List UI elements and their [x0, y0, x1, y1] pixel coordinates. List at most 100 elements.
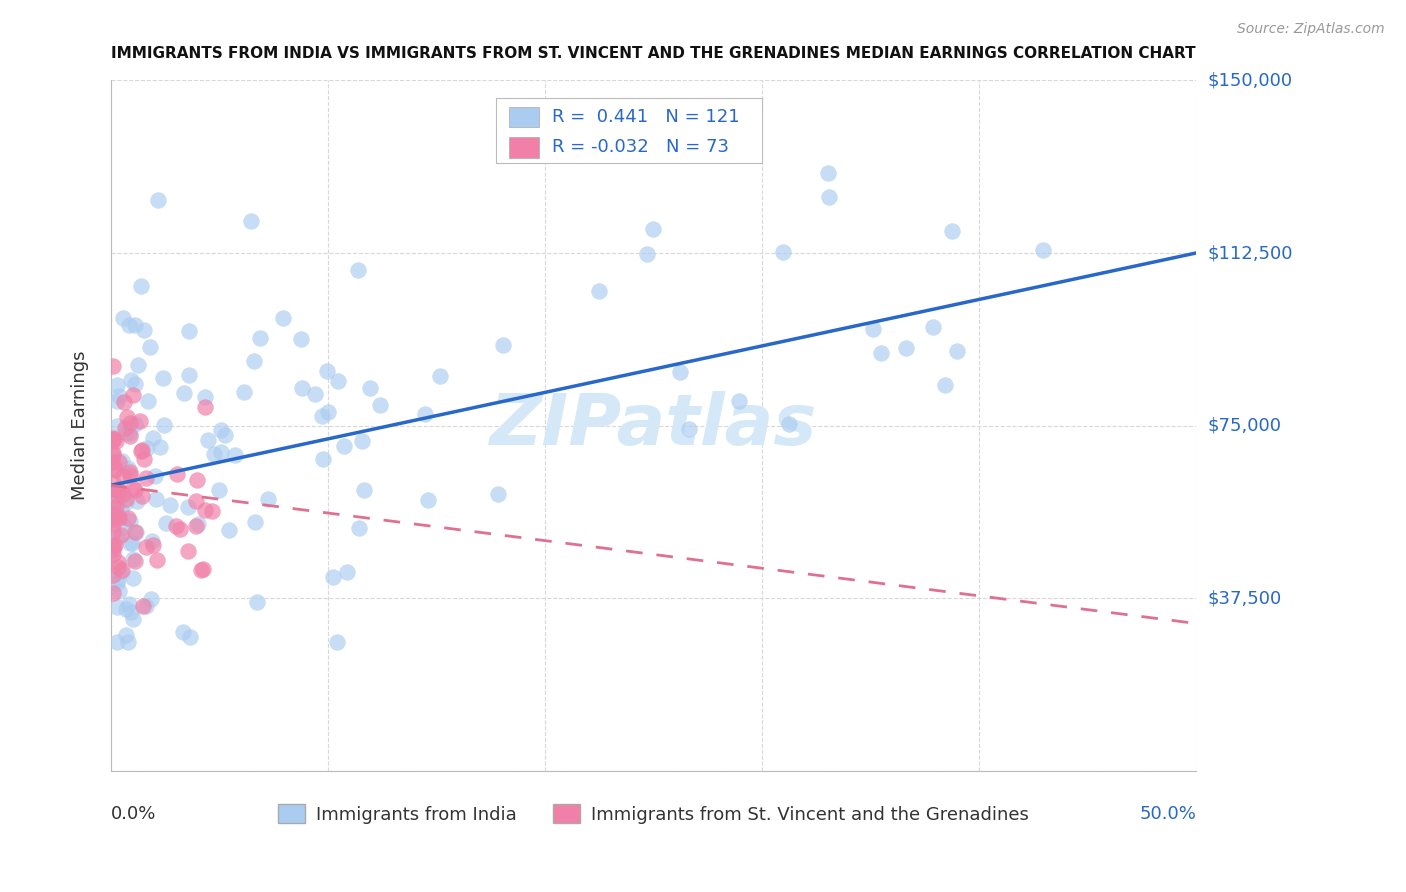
Point	[208, 483, 231, 498]
Point	[359, 381, 381, 395]
Point	[146, 552, 169, 566]
Point	[107, 509, 129, 524]
Point	[145, 492, 167, 507]
Point	[122, 552, 145, 566]
Text: R = -0.032   N = 73: R = -0.032 N = 73	[553, 138, 730, 156]
Point	[105, 635, 128, 649]
Point	[114, 519, 136, 533]
Point	[173, 385, 195, 400]
Point	[105, 531, 128, 545]
Point	[108, 584, 131, 599]
FancyBboxPatch shape	[509, 107, 540, 128]
Point	[136, 393, 159, 408]
Point	[194, 400, 217, 414]
Point	[349, 521, 371, 535]
Point	[249, 331, 271, 345]
Point	[194, 390, 217, 404]
Point	[115, 409, 138, 424]
Point	[101, 524, 124, 539]
Point	[169, 522, 191, 536]
Point	[142, 431, 165, 445]
Point	[101, 431, 124, 445]
Point	[114, 602, 136, 616]
Point	[124, 318, 146, 333]
Point	[636, 246, 658, 260]
Point	[152, 418, 174, 433]
Point	[328, 374, 350, 388]
Point	[115, 491, 138, 506]
Point	[105, 418, 128, 433]
Point	[946, 344, 969, 359]
Point	[347, 263, 370, 277]
Point	[120, 429, 142, 443]
Point	[114, 395, 136, 409]
Point	[101, 433, 124, 447]
Point	[155, 516, 177, 530]
Point	[101, 359, 124, 373]
Point	[817, 166, 839, 180]
Point	[105, 495, 128, 509]
Point	[186, 494, 208, 508]
Point	[201, 504, 224, 518]
Point	[114, 421, 136, 435]
Point	[103, 568, 125, 582]
Point	[125, 525, 148, 540]
Point	[172, 625, 194, 640]
Point	[127, 358, 149, 372]
Point	[125, 494, 148, 508]
Point	[256, 492, 278, 507]
Point	[101, 448, 124, 462]
Point	[191, 562, 214, 576]
Point	[115, 425, 138, 440]
Point	[120, 605, 142, 619]
Point	[101, 455, 124, 469]
Point	[152, 371, 174, 385]
Point	[111, 468, 134, 483]
Point	[105, 576, 128, 591]
Point	[107, 488, 129, 502]
Point	[110, 565, 132, 579]
Point	[429, 369, 451, 384]
Point	[312, 451, 335, 466]
Point	[934, 377, 956, 392]
Point	[159, 499, 181, 513]
Point	[333, 439, 356, 453]
Point	[138, 340, 160, 354]
Point	[179, 630, 201, 644]
Point	[105, 378, 128, 392]
Point	[104, 463, 127, 477]
Point	[941, 224, 963, 238]
Point	[336, 566, 359, 580]
Point	[316, 404, 339, 418]
Point	[108, 510, 131, 524]
Point	[326, 635, 349, 649]
Point	[101, 541, 124, 556]
Point	[101, 547, 124, 561]
Point	[118, 416, 141, 430]
Point	[132, 599, 155, 614]
Point	[177, 368, 200, 382]
Point	[641, 221, 664, 235]
Point	[111, 454, 134, 468]
Point	[117, 318, 139, 332]
Point	[246, 595, 269, 609]
Point	[291, 381, 314, 395]
Point	[290, 332, 312, 346]
Point	[141, 533, 163, 548]
Point	[101, 500, 124, 515]
Point	[143, 468, 166, 483]
Point	[132, 452, 155, 467]
Point	[118, 597, 141, 611]
Point	[678, 422, 700, 436]
Text: Source: ZipAtlas.com: Source: ZipAtlas.com	[1237, 22, 1385, 37]
Point	[118, 466, 141, 480]
Point	[177, 324, 200, 338]
Point	[114, 628, 136, 642]
Point	[316, 364, 339, 378]
Text: $112,500: $112,500	[1208, 244, 1292, 262]
Point	[105, 434, 128, 449]
Point	[187, 516, 209, 531]
Point	[108, 454, 131, 468]
Point	[870, 346, 893, 360]
Point	[120, 467, 142, 482]
